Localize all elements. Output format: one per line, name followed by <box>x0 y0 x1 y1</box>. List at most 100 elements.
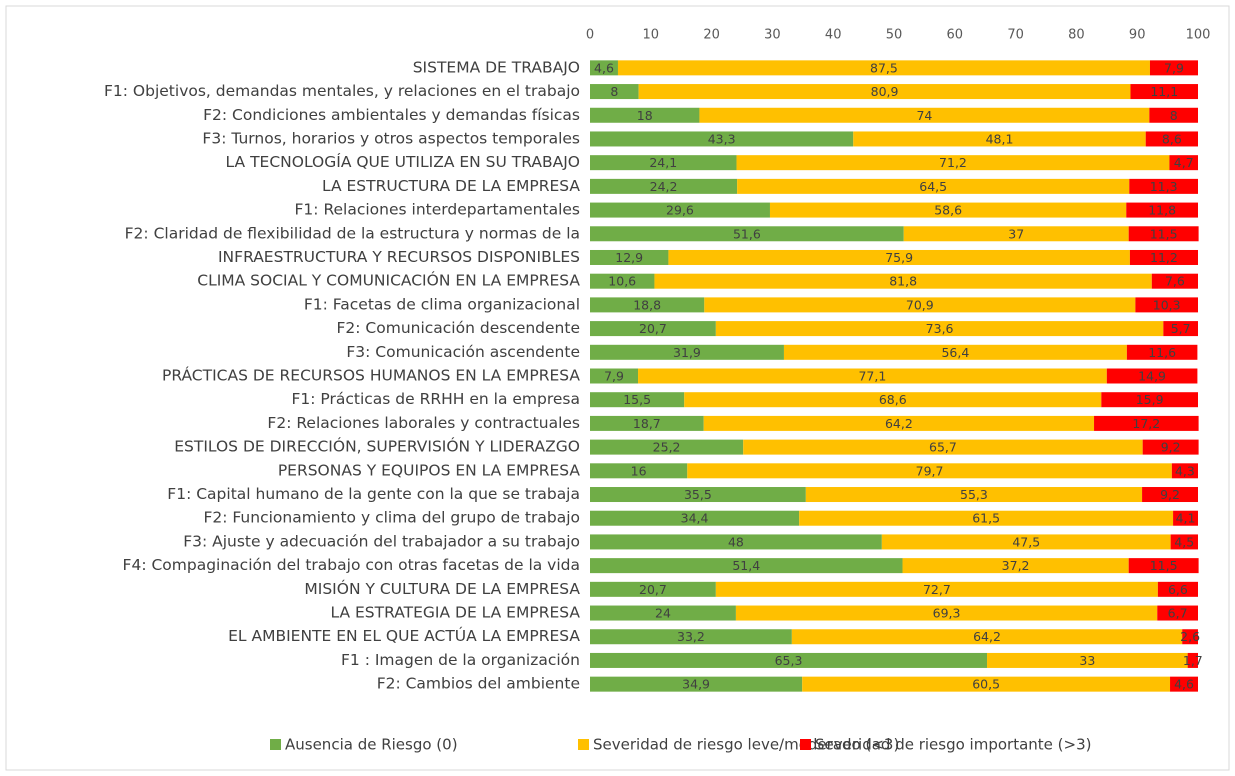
data-label: 4,1 <box>1176 511 1196 526</box>
category-label: MISIÓN Y CULTURA DE LA EMPRESA <box>304 579 580 598</box>
bar-segment <box>799 510 1174 526</box>
legend-label: Severidad de riesgo importante (>3) <box>815 736 1091 754</box>
bar-segment <box>590 249 669 265</box>
data-label: 77,1 <box>858 369 886 384</box>
bar-segment <box>737 178 1130 194</box>
data-label: 24,2 <box>650 179 678 194</box>
category-label: INFRAESTRUCTURA Y RECURSOS DISPONIBLES <box>218 248 580 266</box>
category-label: F1: Capital humano de la gente con la qu… <box>167 485 580 503</box>
data-label: 51,6 <box>733 226 761 241</box>
x-tick-label: 90 <box>1129 28 1146 43</box>
bar-segment <box>590 107 700 123</box>
data-label: 80,9 <box>871 84 899 99</box>
bar-segment <box>743 439 1143 455</box>
data-label: 43,3 <box>708 131 736 146</box>
category-label: PRÁCTICAS DE RECURSOS HUMANOS EN LA EMPR… <box>162 366 580 385</box>
category-label: F3: Ajuste y adecuación del trabajador a… <box>183 532 580 550</box>
bar-segment <box>1129 249 1198 265</box>
bar-segment <box>1101 392 1198 408</box>
data-label: 24,1 <box>649 155 677 170</box>
data-label: 35,5 <box>684 487 712 502</box>
bar-segment <box>654 273 1152 289</box>
data-label: 64,5 <box>919 179 947 194</box>
bar-segment <box>1163 321 1198 337</box>
legend-swatch <box>578 739 589 750</box>
data-label: 56,4 <box>941 345 969 360</box>
data-label: 74 <box>916 108 932 123</box>
category-label: F1 : Imagen de la organización <box>341 651 580 669</box>
data-label: 5,7 <box>1171 321 1191 336</box>
bar-segment <box>590 439 744 455</box>
bar-segment <box>590 178 738 194</box>
data-label: 72,7 <box>923 582 951 597</box>
bar-segment <box>1129 178 1198 194</box>
data-label: 4,6 <box>594 60 614 75</box>
x-tick-label: 50 <box>886 28 903 43</box>
bar-segment <box>684 392 1102 408</box>
data-label: 60,5 <box>972 677 1000 692</box>
data-label: 37,2 <box>1002 558 1030 573</box>
data-label: 6,7 <box>1168 606 1188 621</box>
legend-swatch <box>270 739 281 750</box>
data-label: 34,4 <box>681 511 709 526</box>
bar-segment <box>590 131 854 147</box>
bar-segment <box>590 392 685 408</box>
bar-segment <box>1170 534 1198 550</box>
bar-segment <box>1106 368 1198 384</box>
data-label: 58,6 <box>934 203 962 218</box>
bar-segment <box>1142 487 1198 503</box>
bar-segment <box>590 84 639 100</box>
bar-segment <box>687 463 1172 479</box>
bar-segment <box>703 415 1095 431</box>
bar-segment <box>590 605 736 621</box>
data-label: 8,6 <box>1162 131 1182 146</box>
data-label: 2,6 <box>1180 629 1200 644</box>
data-label: 18,8 <box>633 297 661 312</box>
bar-segment <box>1171 463 1198 479</box>
data-label: 61,5 <box>972 511 1000 526</box>
data-label: 12,9 <box>615 250 643 265</box>
data-label: 9,2 <box>1160 487 1180 502</box>
data-label: 79,7 <box>916 463 944 478</box>
bar-segment <box>1157 605 1198 621</box>
bar-segment <box>1094 415 1199 431</box>
category-label: LA ESTRUCTURA DE LA EMPRESA <box>322 177 580 195</box>
data-label: 18 <box>637 108 653 123</box>
bar-segment <box>715 581 1158 597</box>
bar-segment <box>735 605 1158 621</box>
bar-segment <box>805 487 1143 503</box>
data-label: 11,3 <box>1150 179 1178 194</box>
data-label: 9,2 <box>1161 440 1181 455</box>
bar-segment <box>590 463 688 479</box>
data-label: 8 <box>1170 108 1178 123</box>
category-label: F2: Cambios del ambiente <box>377 675 580 693</box>
data-label: 6,6 <box>1168 582 1188 597</box>
bar-segment <box>903 226 1129 242</box>
x-tick-label: 30 <box>764 28 781 43</box>
data-label: 51,4 <box>732 558 760 573</box>
category-label: F1: Facetas de clima organizacional <box>304 295 580 313</box>
data-label: 64,2 <box>885 416 913 431</box>
data-label: 11,2 <box>1150 250 1178 265</box>
bar-segment <box>590 487 806 503</box>
bar-segment <box>638 84 1131 100</box>
category-label: LA TECNOLOGÍA QUE UTILIZA EN SU TRABAJO <box>226 152 580 171</box>
data-label: 4,7 <box>1174 155 1194 170</box>
data-label: 31,9 <box>673 345 701 360</box>
bar-segment <box>590 344 784 360</box>
data-label: 68,6 <box>879 392 907 407</box>
data-label: 33 <box>1079 653 1095 668</box>
category-label: EL AMBIENTE EN EL QUE ACTÚA LA EMPRESA <box>228 626 580 645</box>
bar-segment <box>1149 107 1198 123</box>
bar-segment <box>1169 155 1198 171</box>
data-label: 48,1 <box>986 131 1014 146</box>
bar-segment <box>853 131 1146 147</box>
category-label: SISTEMA DE TRABAJO <box>413 58 580 76</box>
bar-segment <box>590 202 770 218</box>
data-label: 11,5 <box>1150 226 1178 241</box>
data-label: 33,2 <box>677 629 705 644</box>
data-label: 10,3 <box>1153 297 1181 312</box>
bar-segment <box>1149 60 1198 76</box>
bar-segment <box>1142 439 1199 455</box>
bar-segment <box>1130 84 1198 100</box>
